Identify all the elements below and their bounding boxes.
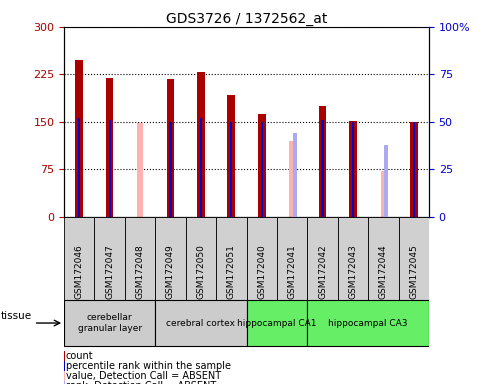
Bar [277, 217, 307, 300]
Text: tissue: tissue [1, 311, 32, 321]
Bar [216, 217, 246, 300]
Text: cerebral cortex: cerebral cortex [167, 319, 235, 328]
Text: hippocampal CA3: hippocampal CA3 [328, 319, 408, 328]
Bar [95, 217, 125, 300]
Bar [261, 122, 263, 217]
Bar [368, 217, 398, 300]
Bar [64, 361, 66, 371]
Text: count: count [66, 351, 93, 361]
Text: GSM172046: GSM172046 [75, 244, 84, 299]
Text: GSM172048: GSM172048 [136, 244, 144, 299]
Bar [258, 114, 266, 217]
Bar [170, 122, 172, 217]
Text: GSM172045: GSM172045 [409, 244, 418, 299]
Bar [293, 133, 297, 217]
Bar [64, 381, 66, 384]
Bar [197, 73, 205, 217]
Bar [75, 60, 83, 217]
Bar [246, 300, 307, 346]
Text: GSM172051: GSM172051 [227, 244, 236, 299]
Bar [318, 106, 326, 217]
Bar [384, 145, 388, 217]
Text: GSM172040: GSM172040 [257, 244, 266, 299]
Bar [381, 171, 386, 217]
Text: percentile rank within the sample: percentile rank within the sample [66, 361, 231, 371]
Bar [186, 217, 216, 300]
Text: GSM172041: GSM172041 [287, 244, 297, 299]
Title: GDS3726 / 1372562_at: GDS3726 / 1372562_at [166, 12, 327, 26]
Text: GSM172047: GSM172047 [105, 244, 114, 299]
Text: GSM172050: GSM172050 [196, 244, 206, 299]
Bar [398, 217, 429, 300]
Bar [64, 300, 155, 346]
Bar [106, 78, 113, 217]
Bar [108, 120, 111, 217]
Bar [230, 122, 232, 217]
Bar [138, 123, 143, 217]
Bar [200, 118, 202, 217]
Bar [64, 217, 95, 300]
Bar [167, 79, 175, 217]
Text: GSM172049: GSM172049 [166, 244, 175, 299]
Text: rank, Detection Call = ABSENT: rank, Detection Call = ABSENT [66, 381, 216, 384]
Bar [349, 121, 357, 217]
Bar [307, 217, 338, 300]
Text: GSM172042: GSM172042 [318, 244, 327, 299]
Bar [410, 122, 418, 217]
Bar [78, 118, 80, 217]
Bar [246, 217, 277, 300]
Bar [64, 351, 66, 361]
Bar [413, 122, 415, 217]
Text: hippocampal CA1: hippocampal CA1 [237, 319, 317, 328]
Bar [125, 217, 155, 300]
Bar [155, 217, 186, 300]
Bar [289, 141, 295, 217]
Text: cerebellar
granular layer: cerebellar granular layer [77, 313, 142, 333]
Bar [155, 300, 246, 346]
Text: GSM172044: GSM172044 [379, 244, 388, 299]
Text: GSM172043: GSM172043 [349, 244, 357, 299]
Bar [338, 217, 368, 300]
Bar [321, 120, 323, 217]
Bar [227, 95, 235, 217]
Bar [307, 300, 429, 346]
Bar [352, 122, 354, 217]
Bar [64, 371, 66, 381]
Text: value, Detection Call = ABSENT: value, Detection Call = ABSENT [66, 371, 221, 381]
